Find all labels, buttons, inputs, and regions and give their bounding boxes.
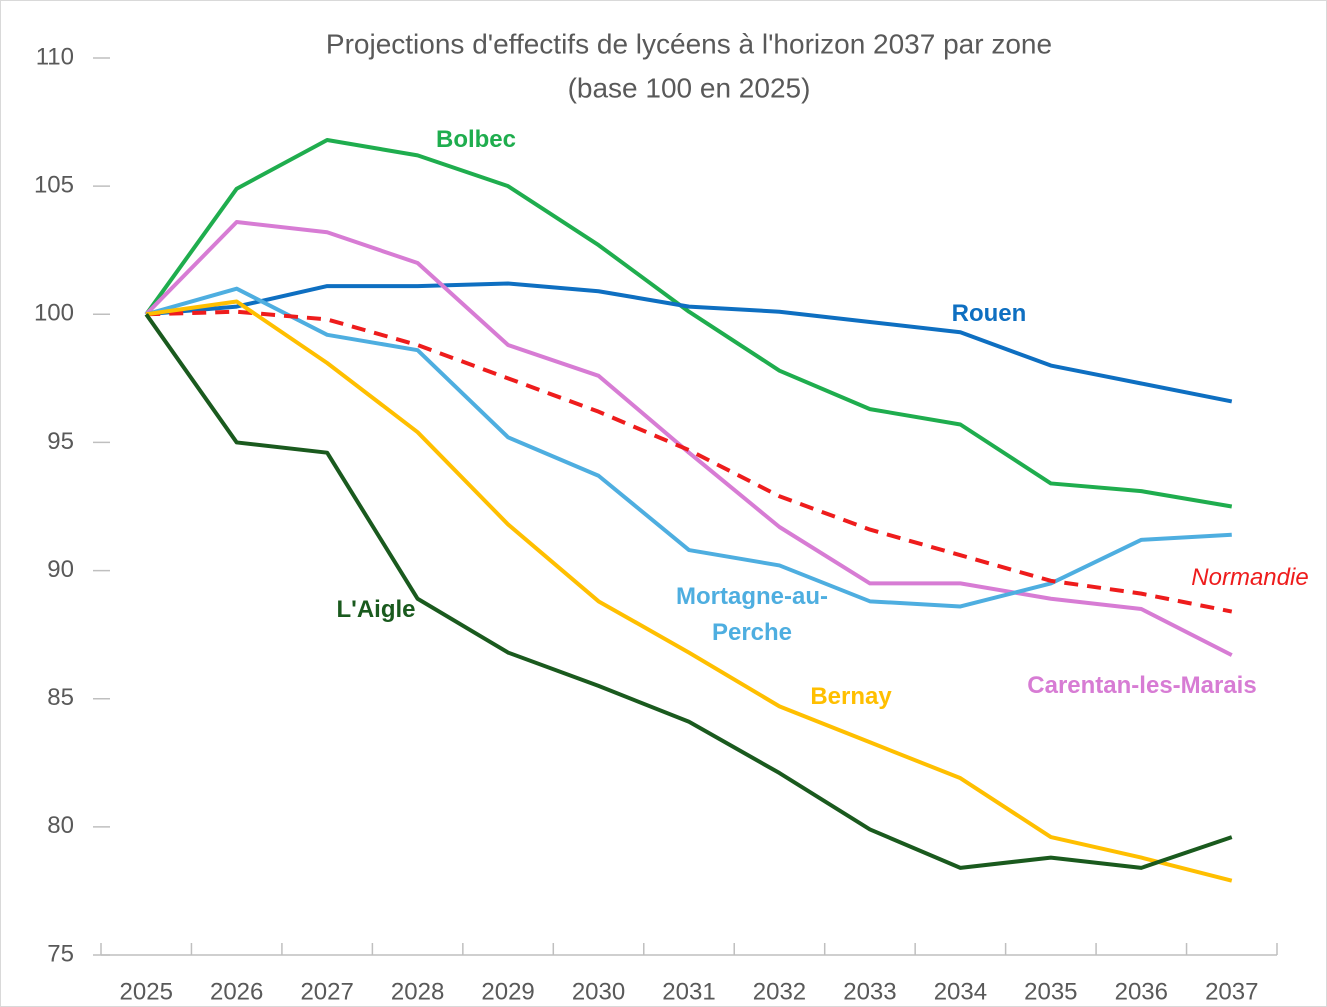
x-tick-label: 2028	[391, 978, 444, 1005]
series-label: Normandie	[1191, 564, 1309, 591]
series-line	[145, 299, 1233, 883]
series-label: L'Aigle	[336, 596, 416, 623]
series-label: Rouen	[951, 300, 1027, 327]
series-line	[144, 220, 1233, 657]
series-line	[144, 138, 1233, 509]
series-label: Bolbec	[435, 126, 516, 153]
series-label: Mortagne-au-Perche	[676, 583, 828, 646]
y-tick-label: 110	[36, 43, 74, 70]
x-tick-label: 2036	[1115, 978, 1168, 1005]
x-tick-label: 2032	[753, 978, 806, 1005]
x-tick-label: 2026	[210, 978, 263, 1005]
x-tick-label: 2025	[120, 978, 173, 1005]
series-line	[146, 309, 1233, 614]
x-tick-label: 2027	[300, 978, 353, 1005]
x-tick-label: 2031	[662, 978, 715, 1005]
series-line	[146, 281, 1233, 404]
y-tick-label: 80	[47, 812, 74, 839]
series-label: Bernay	[810, 683, 892, 710]
x-tick-label: 2037	[1205, 978, 1258, 1005]
chart-subtitle: (base 100 en 2025)	[568, 72, 811, 103]
y-tick-label: 85	[47, 684, 74, 711]
y-tick-label: 95	[47, 428, 74, 455]
y-tick-label: 75	[47, 940, 74, 967]
x-tick-label: 2033	[843, 978, 896, 1005]
y-tick-label: 100	[34, 300, 74, 327]
series-line	[145, 286, 1232, 609]
x-tick-label: 2034	[934, 978, 987, 1005]
y-tick-label: 105	[34, 171, 74, 198]
x-tick-label: 2029	[481, 978, 534, 1005]
series-label: Carentan-les-Marais	[1027, 672, 1257, 699]
x-tick-label: 2035	[1024, 978, 1077, 1005]
chart-title: Projections d'effectifs de lycéens à l'h…	[326, 28, 1052, 59]
series-line	[144, 313, 1233, 870]
x-tick-label: 2030	[572, 978, 625, 1005]
y-tick-label: 90	[47, 556, 74, 583]
